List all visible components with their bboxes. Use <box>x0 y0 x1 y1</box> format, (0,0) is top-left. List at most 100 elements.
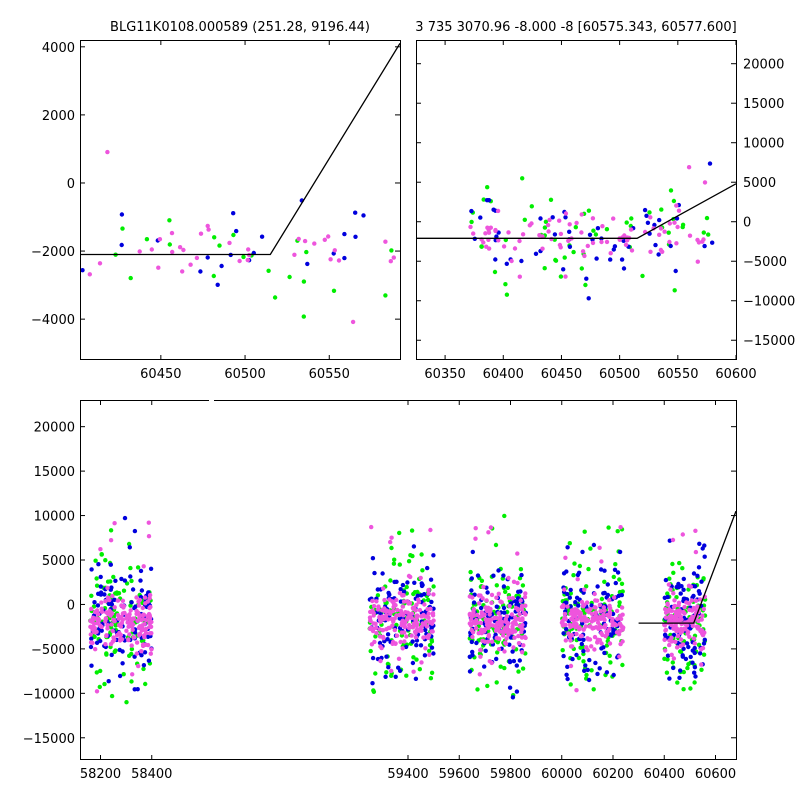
data-point <box>369 524 374 530</box>
data-point <box>390 608 396 614</box>
data-point <box>660 249 665 254</box>
data-point <box>332 248 337 253</box>
x-tick-label: 60400 <box>483 367 524 382</box>
data-point <box>692 641 697 646</box>
data-point <box>678 649 684 654</box>
data-point <box>567 244 573 249</box>
data-point <box>407 601 413 606</box>
data-point <box>423 646 428 651</box>
data-point <box>385 661 391 667</box>
data-point <box>571 612 576 617</box>
data-point <box>141 666 146 672</box>
data-point <box>378 658 383 664</box>
data-point <box>663 648 668 653</box>
data-point <box>595 620 601 625</box>
data-point <box>416 599 422 605</box>
data-point <box>492 615 497 621</box>
data-point <box>386 625 391 631</box>
data-point <box>428 676 434 681</box>
data-point <box>672 220 677 225</box>
data-point <box>571 573 576 578</box>
data-point <box>686 583 692 588</box>
data-point <box>169 230 175 236</box>
x-tick-label: 60400 <box>644 767 685 782</box>
data-point <box>565 604 570 609</box>
data-point <box>672 625 677 630</box>
data-point <box>618 525 623 530</box>
data-point <box>194 255 200 261</box>
data-point <box>701 230 706 235</box>
data-point <box>701 606 706 612</box>
data-point <box>410 639 415 644</box>
data-point <box>126 624 131 629</box>
data-point <box>404 584 409 590</box>
data-point <box>499 623 504 628</box>
data-point <box>505 624 510 629</box>
data-point <box>667 576 672 581</box>
data-point <box>510 649 515 654</box>
data-point <box>99 606 104 611</box>
data-point <box>115 598 121 603</box>
data-point <box>681 669 686 675</box>
data-point <box>558 274 564 279</box>
data-point <box>601 591 606 596</box>
data-point <box>515 551 520 556</box>
data-point <box>90 627 95 632</box>
data-point <box>93 609 98 615</box>
data-point <box>470 653 475 658</box>
data-point <box>406 573 412 579</box>
data-point <box>371 688 376 693</box>
data-point <box>565 676 570 682</box>
data-point <box>387 597 392 602</box>
data-point <box>205 223 210 229</box>
data-point <box>611 216 616 221</box>
data-point <box>493 542 499 548</box>
data-point <box>113 591 118 596</box>
data-point <box>519 258 524 264</box>
data-point <box>140 617 146 622</box>
panel-top-right-points <box>468 161 715 301</box>
x-tick-label: 59400 <box>387 767 428 782</box>
panel-top-left-ticks: 60450 60500 60550 −4000 −2000 0 2000 4000 <box>31 40 400 382</box>
data-point <box>675 680 680 685</box>
data-point <box>305 261 310 267</box>
data-point <box>665 591 670 596</box>
data-point <box>547 217 552 223</box>
data-point <box>589 668 594 673</box>
data-point <box>403 620 408 625</box>
y-tick-label: 10000 <box>34 510 75 525</box>
data-point <box>484 198 490 203</box>
data-point <box>478 654 483 659</box>
data-point <box>540 246 545 251</box>
data-point <box>272 295 278 300</box>
data-point <box>607 641 613 646</box>
data-point <box>94 576 99 581</box>
data-point <box>417 607 423 613</box>
data-point <box>568 682 573 687</box>
data-point <box>517 624 522 629</box>
data-point <box>582 602 587 607</box>
data-point <box>501 573 506 578</box>
data-point <box>488 606 493 612</box>
data-point <box>658 226 664 231</box>
data-point <box>663 615 669 620</box>
data-point <box>581 637 586 642</box>
data-point <box>157 237 163 242</box>
data-point <box>563 638 568 643</box>
data-point <box>571 618 576 624</box>
data-point <box>426 611 431 616</box>
data-point <box>511 658 517 664</box>
data-point <box>98 668 103 674</box>
data-point <box>677 560 682 566</box>
data-point <box>406 559 412 564</box>
data-point <box>407 612 413 617</box>
data-point <box>507 685 513 690</box>
data-point <box>469 639 474 645</box>
data-point <box>672 288 677 293</box>
data-point <box>589 619 594 624</box>
data-point <box>506 230 511 235</box>
data-point <box>696 618 701 624</box>
data-point <box>431 651 436 656</box>
data-point <box>597 666 602 671</box>
data-point <box>585 243 590 249</box>
